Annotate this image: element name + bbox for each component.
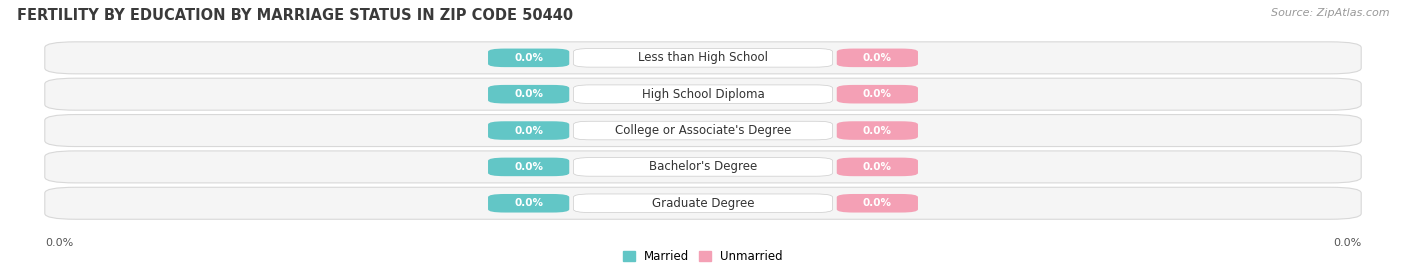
FancyBboxPatch shape [488, 49, 569, 67]
FancyBboxPatch shape [45, 42, 1361, 74]
FancyBboxPatch shape [837, 85, 918, 104]
Text: 0.0%: 0.0% [863, 198, 891, 208]
FancyBboxPatch shape [837, 121, 918, 140]
FancyBboxPatch shape [45, 187, 1361, 219]
Text: Graduate Degree: Graduate Degree [652, 197, 754, 210]
Text: 0.0%: 0.0% [515, 198, 543, 208]
FancyBboxPatch shape [574, 85, 832, 104]
Text: Bachelor's Degree: Bachelor's Degree [650, 160, 756, 174]
FancyBboxPatch shape [488, 121, 569, 140]
Text: FERTILITY BY EDUCATION BY MARRIAGE STATUS IN ZIP CODE 50440: FERTILITY BY EDUCATION BY MARRIAGE STATU… [17, 8, 572, 23]
Text: 0.0%: 0.0% [515, 89, 543, 99]
Text: 0.0%: 0.0% [515, 162, 543, 172]
FancyBboxPatch shape [837, 49, 918, 67]
FancyBboxPatch shape [488, 194, 569, 213]
FancyBboxPatch shape [488, 85, 569, 104]
FancyBboxPatch shape [45, 115, 1361, 147]
FancyBboxPatch shape [45, 78, 1361, 110]
FancyBboxPatch shape [488, 158, 569, 176]
Text: 0.0%: 0.0% [1333, 238, 1361, 247]
FancyBboxPatch shape [574, 158, 832, 176]
Text: College or Associate's Degree: College or Associate's Degree [614, 124, 792, 137]
Legend: Married, Unmarried: Married, Unmarried [623, 250, 783, 263]
Text: 0.0%: 0.0% [515, 126, 543, 136]
Text: 0.0%: 0.0% [863, 126, 891, 136]
Text: 0.0%: 0.0% [863, 89, 891, 99]
Text: High School Diploma: High School Diploma [641, 88, 765, 101]
FancyBboxPatch shape [574, 194, 832, 213]
Text: Less than High School: Less than High School [638, 51, 768, 64]
Text: 0.0%: 0.0% [515, 53, 543, 63]
FancyBboxPatch shape [837, 194, 918, 213]
Text: Source: ZipAtlas.com: Source: ZipAtlas.com [1271, 8, 1389, 18]
FancyBboxPatch shape [574, 49, 832, 67]
FancyBboxPatch shape [837, 158, 918, 176]
FancyBboxPatch shape [45, 151, 1361, 183]
Text: 0.0%: 0.0% [863, 162, 891, 172]
Text: 0.0%: 0.0% [45, 238, 73, 247]
Text: 0.0%: 0.0% [863, 53, 891, 63]
FancyBboxPatch shape [574, 121, 832, 140]
